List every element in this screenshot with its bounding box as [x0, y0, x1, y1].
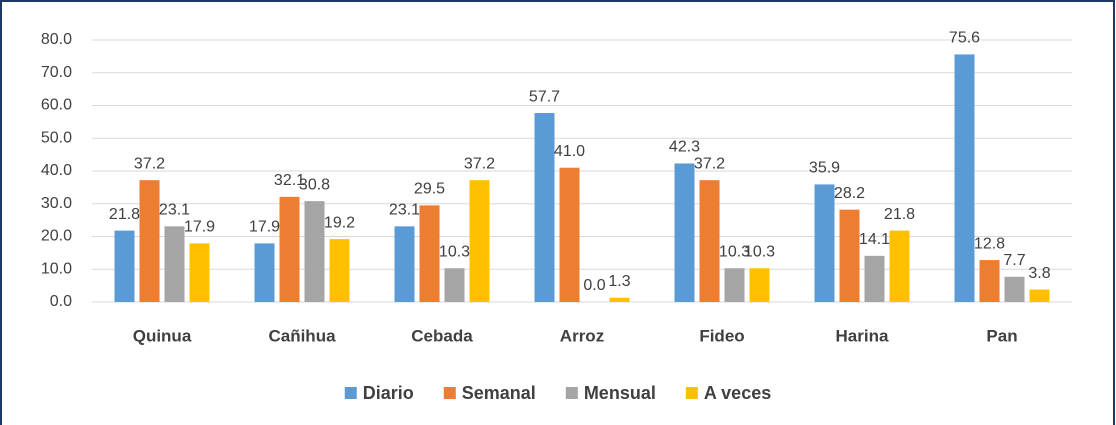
- data-label: 3.8: [1028, 265, 1050, 282]
- x-tick-label: Quinua: [133, 326, 192, 345]
- x-tick-label: Cañihua: [268, 326, 336, 345]
- data-label: 7.7: [1003, 252, 1025, 269]
- y-tick-label: 80.0: [41, 31, 72, 48]
- legend-label: Mensual: [584, 383, 656, 403]
- y-tick-label: 60.0: [41, 97, 72, 114]
- bar: [749, 268, 770, 302]
- data-label: 23.1: [389, 202, 420, 219]
- data-label: 10.3: [744, 243, 775, 260]
- data-label: 57.7: [529, 88, 560, 105]
- data-label: 41.0: [554, 143, 585, 160]
- legend-swatch: [565, 387, 578, 399]
- bar: [699, 180, 720, 302]
- data-label: 37.2: [464, 155, 495, 172]
- bar: [1004, 276, 1025, 302]
- bar: [469, 180, 490, 302]
- legend-swatch: [685, 387, 698, 399]
- data-label: 10.3: [719, 243, 750, 260]
- y-tick-label: 10.0: [41, 260, 72, 277]
- legend-label: A veces: [704, 383, 771, 403]
- bar: [329, 239, 350, 302]
- bar: [1029, 289, 1050, 302]
- bar: [189, 243, 210, 302]
- bar: [724, 268, 745, 302]
- x-tick-label: Cebada: [411, 326, 473, 345]
- bar: [419, 205, 440, 302]
- data-label: 17.9: [184, 219, 215, 236]
- bar: [254, 243, 275, 302]
- bar: [559, 167, 580, 302]
- y-tick-label: 30.0: [41, 195, 72, 212]
- y-tick-label: 40.0: [41, 162, 72, 179]
- y-tick-label: 50.0: [41, 129, 72, 146]
- bar: [954, 54, 975, 302]
- data-label: 17.9: [249, 219, 280, 236]
- bar: [889, 230, 910, 302]
- data-label: 29.5: [414, 181, 445, 198]
- data-label: 1.3: [608, 273, 630, 290]
- bar: [609, 297, 630, 302]
- bar: [674, 163, 695, 302]
- bar: [304, 201, 325, 302]
- data-label: 32.1: [274, 172, 305, 189]
- data-label: 21.8: [884, 206, 915, 223]
- data-label: 42.3: [669, 139, 700, 156]
- bar: [839, 209, 860, 302]
- legend-swatch: [344, 387, 357, 399]
- data-label: 19.2: [324, 214, 355, 231]
- x-tick-label: Harina: [836, 326, 889, 345]
- legend-label: Semanal: [462, 383, 536, 403]
- data-label: 30.8: [299, 176, 330, 193]
- bar: [814, 184, 835, 302]
- data-label: 35.9: [809, 160, 840, 177]
- data-label: 14.1: [859, 231, 890, 248]
- bar: [139, 180, 160, 302]
- data-label: 23.1: [159, 202, 190, 219]
- data-label: 75.6: [949, 30, 980, 47]
- bar: [164, 226, 185, 302]
- data-label: 21.8: [109, 206, 140, 223]
- data-label: 10.3: [439, 243, 470, 260]
- bar: [979, 260, 1000, 302]
- bar: [534, 113, 555, 302]
- y-tick-label: 70.0: [41, 64, 72, 81]
- legend-swatch: [443, 387, 456, 399]
- bar: [864, 255, 885, 302]
- x-tick-label: Fideo: [699, 326, 744, 345]
- y-tick-label: 0.0: [50, 293, 72, 310]
- data-label: 37.2: [134, 155, 165, 172]
- bar: [279, 196, 300, 302]
- y-tick-label: 20.0: [41, 228, 72, 245]
- bar: [394, 226, 415, 302]
- data-label: 12.8: [974, 235, 1005, 252]
- x-tick-label: Pan: [986, 326, 1017, 345]
- bar: [444, 268, 465, 302]
- legend-label: Diario: [363, 383, 414, 403]
- data-label: 0.0: [583, 277, 605, 294]
- x-tick-label: Arroz: [560, 326, 604, 345]
- bar: [114, 230, 135, 302]
- data-label: 28.2: [834, 185, 865, 202]
- data-label: 37.2: [694, 155, 725, 172]
